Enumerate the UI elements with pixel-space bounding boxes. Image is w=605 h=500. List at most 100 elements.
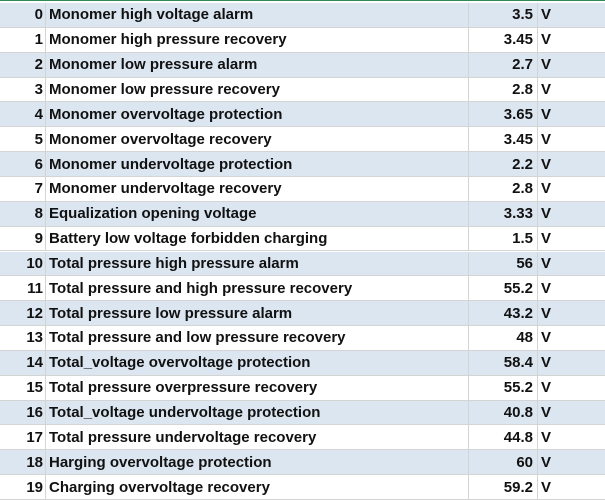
unit[interactable]: V xyxy=(541,254,552,272)
table-row: 3 Monomer low pressure recovery 2.8 V xyxy=(0,77,605,103)
parameter-value[interactable]: 2.7 xyxy=(469,52,538,77)
parameter-name[interactable]: Total pressure undervoltage recovery xyxy=(46,425,469,450)
table-row: 18 Harging overvoltage protection 60 V xyxy=(0,450,605,476)
unit[interactable]: V xyxy=(541,230,552,248)
parameter-name[interactable]: Charging overvoltage recovery xyxy=(46,475,469,499)
parameter-value[interactable]: 2.2 xyxy=(469,152,538,176)
table-row: 7 Monomer undervoltage recovery 2.8 V xyxy=(0,176,605,202)
parameter-value[interactable]: 58.4 xyxy=(469,350,538,375)
row-index[interactable]: 14 xyxy=(0,350,46,375)
unit[interactable]: V xyxy=(541,155,552,173)
parameter-value[interactable]: 3.33 xyxy=(469,201,538,226)
parameter-name[interactable]: Monomer low pressure recovery xyxy=(46,77,469,102)
row-index[interactable]: 11 xyxy=(0,276,46,301)
parameter-value[interactable]: 3.65 xyxy=(469,102,538,127)
parameter-name[interactable]: Total_voltage undervoltage protection xyxy=(46,400,469,425)
table-row: 1 Monomer high pressure recovery 3.45 V xyxy=(0,27,605,53)
row-index[interactable]: 18 xyxy=(0,450,46,475)
table-row: 14 Total_voltage overvoltage protection 58… xyxy=(0,350,605,376)
row-index[interactable]: 16 xyxy=(0,400,46,425)
row-index[interactable]: 5 xyxy=(0,127,46,152)
parameter-value[interactable]: 40.8 xyxy=(469,400,538,425)
table-row: 0 Monomer high voltage alarm 3.5 V xyxy=(0,3,605,28)
parameter-name[interactable]: Monomer undervoltage recovery xyxy=(46,176,469,201)
parameter-value[interactable]: 2.8 xyxy=(469,176,538,201)
row-index[interactable]: 1 xyxy=(0,27,46,52)
parameter-value[interactable]: 48 xyxy=(469,326,538,350)
parameter-name[interactable]: Monomer low pressure alarm xyxy=(46,52,469,77)
parameter-name[interactable]: Equalization opening voltage xyxy=(46,201,469,226)
table-row: 13 Total pressure and low pressure recove… xyxy=(0,326,605,351)
parameter-value[interactable]: 1.5 xyxy=(469,226,538,251)
parameter-name[interactable]: Monomer undervoltage protection xyxy=(46,152,469,176)
unit[interactable]: V xyxy=(541,6,552,24)
parameter-name[interactable]: Total pressure and high pressure recover… xyxy=(46,276,469,301)
table-row: 11 Total pressure and high pressure recov… xyxy=(0,276,605,302)
row-index[interactable]: 15 xyxy=(0,375,46,400)
row-index[interactable]: 3 xyxy=(0,77,46,102)
parameter-name[interactable]: Harging overvoltage protection xyxy=(46,450,469,475)
table-row: 8 Equalization opening voltage 3.33 V xyxy=(0,201,605,227)
unit[interactable]: V xyxy=(541,105,552,123)
table-row: 9 Battery low voltage forbidden charging 1… xyxy=(0,226,605,252)
row-index[interactable]: 6 xyxy=(0,152,46,176)
table-row: 10 Total pressure high pressure alarm 56 V xyxy=(0,251,605,277)
row-index[interactable]: 8 xyxy=(0,201,46,226)
parameter-value[interactable]: 43.2 xyxy=(469,301,538,326)
unit[interactable]: V xyxy=(541,354,552,372)
row-index[interactable]: 2 xyxy=(0,52,46,77)
row-index[interactable]: 9 xyxy=(0,226,46,251)
unit[interactable]: V xyxy=(541,304,552,322)
row-index[interactable]: 19 xyxy=(0,475,46,499)
parameter-value[interactable]: 59.2 xyxy=(469,475,538,499)
parameter-value[interactable]: 56 xyxy=(469,251,538,276)
parameter-value[interactable]: 60 xyxy=(469,450,538,475)
parameter-name[interactable]: Battery low voltage forbidden charging xyxy=(46,226,469,251)
unit[interactable]: V xyxy=(541,279,552,297)
table-row: 2 Monomer low pressure alarm 2.7 V xyxy=(0,52,605,78)
parameter-value[interactable]: 3.45 xyxy=(469,27,538,52)
row-index[interactable]: 4 xyxy=(0,102,46,127)
parameter-value[interactable]: 55.2 xyxy=(469,375,538,400)
row-index[interactable]: 10 xyxy=(0,251,46,276)
parameter-value[interactable]: 2.8 xyxy=(469,77,538,102)
unit[interactable]: V xyxy=(541,205,552,223)
parameter-name[interactable]: Monomer high voltage alarm xyxy=(46,3,469,27)
table-row: 16 Total_voltage undervoltage protection 4… xyxy=(0,400,605,426)
parameter-value[interactable]: 44.8 xyxy=(469,425,538,450)
row-index[interactable]: 7 xyxy=(0,176,46,201)
parameter-name[interactable]: Total pressure high pressure alarm xyxy=(46,251,469,276)
table-row: 17 Total pressure undervoltage recovery 44… xyxy=(0,425,605,451)
unit[interactable]: V xyxy=(541,130,552,148)
unit[interactable]: V xyxy=(541,329,552,347)
unit[interactable]: V xyxy=(541,404,552,422)
parameter-value[interactable]: 55.2 xyxy=(469,276,538,301)
parameter-name[interactable]: Total pressure overpressure recovery xyxy=(46,375,469,400)
unit[interactable]: V xyxy=(541,80,552,98)
parameter-name[interactable]: Monomer overvoltage recovery xyxy=(46,127,469,152)
table-row: 6 Monomer undervoltage protection 2.2 V xyxy=(0,152,605,177)
table-row: 4 Monomer overvoltage protection 3.65 V xyxy=(0,102,605,128)
unit[interactable]: V xyxy=(541,379,552,397)
table-row: 12 Total pressure low pressure alarm 43.2 V xyxy=(0,301,605,327)
row-index[interactable]: 17 xyxy=(0,425,46,450)
table-row: 15 Total pressure overpressure recovery 55… xyxy=(0,375,605,401)
parameter-name[interactable]: Total_voltage overvoltage protection xyxy=(46,350,469,375)
unit[interactable]: V xyxy=(541,478,552,496)
unit[interactable]: V xyxy=(541,56,552,74)
unit[interactable]: V xyxy=(541,180,552,198)
unit[interactable]: V xyxy=(541,428,552,446)
parameter-name[interactable]: Monomer high pressure recovery xyxy=(46,27,469,52)
parameter-value[interactable]: 3.5 xyxy=(469,3,538,27)
unit[interactable]: V xyxy=(541,31,552,49)
unit[interactable]: V xyxy=(541,453,552,471)
row-index[interactable]: 0 xyxy=(0,3,46,27)
parameter-value[interactable]: 3.45 xyxy=(469,127,538,152)
parameter-name[interactable]: Total pressure low pressure alarm xyxy=(46,301,469,326)
parameter-name[interactable]: Monomer overvoltage protection xyxy=(46,102,469,127)
row-index[interactable]: 13 xyxy=(0,326,46,350)
row-index[interactable]: 12 xyxy=(0,301,46,326)
table-row: 5 Monomer overvoltage recovery 3.45 V xyxy=(0,127,605,153)
parameter-name[interactable]: Total pressure and low pressure recovery xyxy=(46,326,469,350)
